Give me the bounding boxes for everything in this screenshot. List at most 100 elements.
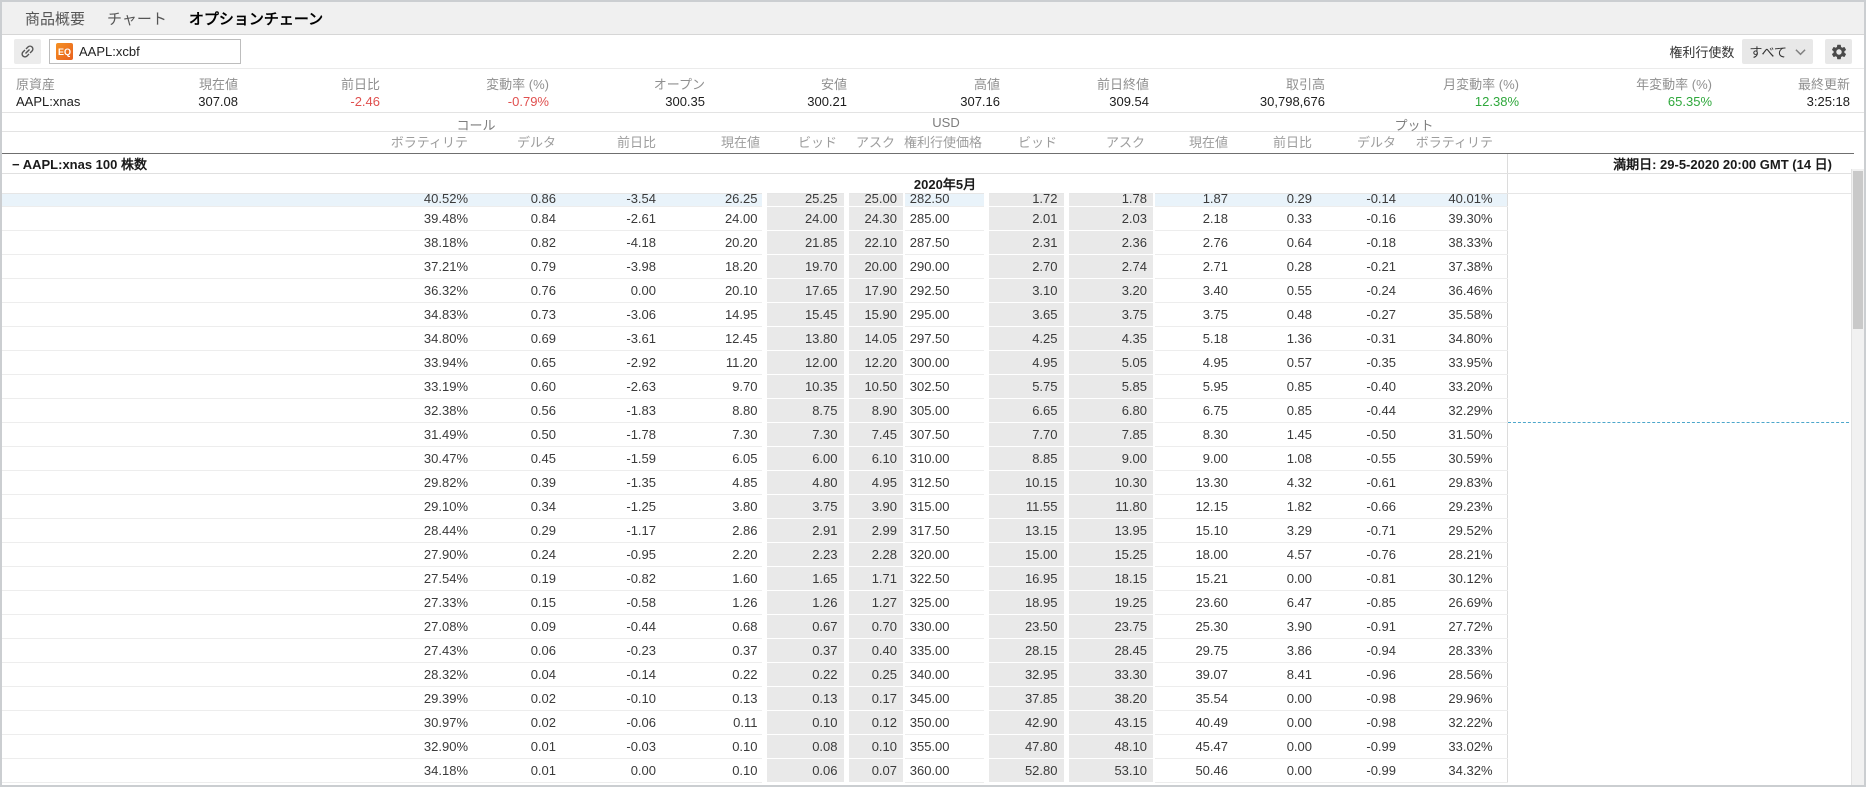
call-ask[interactable]: 10.50 [843, 374, 905, 399]
call-ask[interactable]: 3.90 [843, 494, 905, 519]
put-ask[interactable]: 38.20 [1063, 686, 1155, 711]
call-bid[interactable]: 10.35 [761, 374, 847, 399]
call-bid[interactable]: 0.10 [761, 710, 847, 735]
option-row[interactable]: 29.39% 0.02 -0.10 0.13 0.13 0.17 345.00 37.85 38… [2, 686, 1854, 711]
put-volatility-header[interactable]: ボラティリテ [1415, 135, 1493, 150]
put-bid[interactable]: 32.95 [983, 662, 1067, 687]
put-ask[interactable]: 9.00 [1063, 446, 1155, 471]
option-row[interactable]: 36.32% 0.76 0.00 20.10 17.65 17.90 292.50 3.10 3… [2, 278, 1854, 303]
put-ask[interactable]: 5.85 [1063, 374, 1155, 399]
call-ask[interactable]: 0.40 [843, 638, 905, 663]
put-last-header[interactable]: 現在値 [1188, 135, 1228, 150]
put-bid[interactable]: 15.00 [983, 542, 1067, 567]
put-ask[interactable]: 13.95 [1063, 518, 1155, 543]
tab-option-chain[interactable]: オプションチェーン [188, 10, 324, 28]
call-bid[interactable]: 7.30 [761, 422, 847, 447]
call-ask[interactable]: 22.10 [843, 230, 905, 255]
call-bid[interactable]: 24.00 [761, 206, 847, 231]
call-bid[interactable]: 0.22 [761, 662, 847, 687]
call-ask[interactable]: 12.20 [843, 350, 905, 375]
option-row[interactable]: 30.47% 0.45 -1.59 6.05 6.00 6.10 310.00 8.85 9.0… [2, 446, 1854, 471]
put-ask[interactable]: 28.45 [1063, 638, 1155, 663]
call-bid[interactable]: 12.00 [761, 350, 847, 375]
tab-overview[interactable]: 商品概要 [25, 10, 86, 28]
option-row[interactable]: 34.80% 0.69 -3.61 12.45 13.80 14.05 297.50 4.25… [2, 326, 1854, 351]
call-bid[interactable]: 3.75 [761, 494, 847, 519]
collapse-icon[interactable]: − [12, 157, 20, 172]
option-row[interactable]: 31.49% 0.50 -1.78 7.30 7.30 7.45 307.50 7.70 7.8… [2, 422, 1854, 447]
call-ask[interactable]: 6.10 [843, 446, 905, 471]
option-row[interactable]: 33.19% 0.60 -2.63 9.70 10.35 10.50 302.50 5.75 5… [2, 374, 1854, 399]
call-ask[interactable]: 17.90 [843, 278, 905, 303]
put-bid[interactable]: 18.95 [983, 590, 1067, 615]
call-ask[interactable]: 15.90 [843, 302, 905, 327]
put-bid[interactable]: 6.65 [983, 398, 1067, 423]
put-change-header[interactable]: 前日比 [1272, 135, 1312, 150]
call-bid[interactable]: 6.00 [761, 446, 847, 471]
put-bid[interactable]: 37.85 [983, 686, 1067, 711]
call-ask-header[interactable]: アスク [855, 135, 895, 150]
put-ask[interactable]: 2.03 [1063, 206, 1155, 231]
call-bid[interactable]: 2.91 [761, 518, 847, 543]
put-bid[interactable]: 10.15 [983, 470, 1067, 495]
strikes-count-dropdown[interactable]: すべて [1742, 39, 1813, 64]
put-bid[interactable]: 3.65 [983, 302, 1067, 327]
put-bid[interactable]: 1.72 [983, 193, 1067, 207]
call-bid[interactable]: 0.67 [761, 614, 847, 639]
put-bid-header[interactable]: ビッド [1017, 135, 1057, 150]
option-row[interactable]: 32.90% 0.01 -0.03 0.10 0.08 0.10 355.00 47.80 48… [2, 734, 1854, 759]
link-button[interactable] [14, 39, 41, 64]
put-ask[interactable]: 18.15 [1063, 566, 1155, 591]
call-ask[interactable]: 4.95 [843, 470, 905, 495]
option-row[interactable]: 27.54% 0.19 -0.82 1.60 1.65 1.71 322.50 16.95 18… [2, 566, 1854, 591]
put-bid[interactable]: 2.70 [983, 254, 1067, 279]
option-row[interactable]: 29.82% 0.39 -1.35 4.85 4.80 4.95 312.50 10.15 10… [2, 470, 1854, 495]
call-ask[interactable]: 20.00 [843, 254, 905, 279]
call-ask[interactable]: 1.71 [843, 566, 905, 591]
call-last-header[interactable]: 現在値 [720, 135, 760, 150]
option-row[interactable]: 27.08% 0.09 -0.44 0.68 0.67 0.70 330.00 23.50 23… [2, 614, 1854, 639]
call-bid[interactable]: 8.75 [761, 398, 847, 423]
put-ask[interactable]: 11.80 [1063, 494, 1155, 519]
call-ask[interactable]: 2.99 [843, 518, 905, 543]
call-ask[interactable]: 0.17 [843, 686, 905, 711]
option-row[interactable]: 34.18% 0.01 0.00 0.10 0.06 0.07 360.00 52.80 53.… [2, 758, 1854, 783]
put-ask-header[interactable]: アスク [1105, 135, 1145, 150]
option-row[interactable]: 27.43% 0.06 -0.23 0.37 0.37 0.40 335.00 28.15 28… [2, 638, 1854, 663]
put-ask[interactable]: 10.30 [1063, 470, 1155, 495]
call-bid[interactable]: 0.13 [761, 686, 847, 711]
put-delta-header[interactable]: デルタ [1356, 135, 1396, 150]
put-ask[interactable]: 1.78 [1063, 193, 1155, 207]
call-bid[interactable]: 0.06 [761, 758, 847, 783]
put-ask[interactable]: 6.80 [1063, 398, 1155, 423]
put-bid[interactable]: 3.10 [983, 278, 1067, 303]
put-ask[interactable]: 3.20 [1063, 278, 1155, 303]
call-bid[interactable]: 25.25 [761, 193, 847, 207]
put-ask[interactable]: 43.15 [1063, 710, 1155, 735]
call-ask[interactable]: 7.45 [843, 422, 905, 447]
put-bid[interactable]: 5.75 [983, 374, 1067, 399]
call-ask[interactable]: 25.00 [843, 193, 905, 207]
put-bid[interactable]: 47.80 [983, 734, 1067, 759]
settings-button[interactable] [1825, 39, 1852, 64]
put-ask[interactable]: 48.10 [1063, 734, 1155, 759]
put-bid[interactable]: 4.25 [983, 326, 1067, 351]
call-ask[interactable]: 0.12 [843, 710, 905, 735]
option-row[interactable]: 37.21% 0.79 -3.98 18.20 19.70 20.00 290.00 2.70… [2, 254, 1854, 279]
vertical-scrollbar[interactable] [1851, 169, 1864, 785]
call-ask[interactable]: 0.25 [843, 662, 905, 687]
put-bid[interactable]: 4.95 [983, 350, 1067, 375]
call-ask[interactable]: 1.27 [843, 590, 905, 615]
call-bid[interactable]: 4.80 [761, 470, 847, 495]
call-delta-header[interactable]: デルタ [516, 135, 556, 150]
put-bid[interactable]: 7.70 [983, 422, 1067, 447]
put-bid[interactable]: 11.55 [983, 494, 1067, 519]
call-bid[interactable]: 17.65 [761, 278, 847, 303]
call-volatility-header[interactable]: ボラティリテ [390, 135, 468, 150]
call-ask[interactable]: 14.05 [843, 326, 905, 351]
option-row[interactable]: 28.32% 0.04 -0.14 0.22 0.22 0.25 340.00 32.95 33… [2, 662, 1854, 687]
option-row[interactable]: 39.48% 0.84 -2.61 24.00 24.00 24.30 285.00 2.01… [2, 206, 1854, 231]
option-row[interactable]: 29.10% 0.34 -1.25 3.80 3.75 3.90 315.00 11.55 11… [2, 494, 1854, 519]
put-bid[interactable]: 28.15 [983, 638, 1067, 663]
put-ask[interactable]: 7.85 [1063, 422, 1155, 447]
